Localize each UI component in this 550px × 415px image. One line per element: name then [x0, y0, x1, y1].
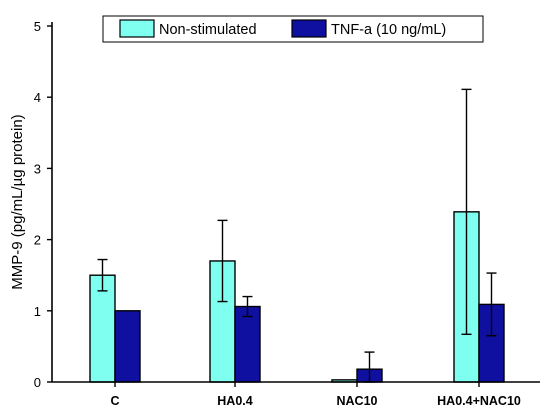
y-axis-title: MMP-9 (pg/mL/µg protein) — [9, 114, 26, 289]
axes-layer — [51, 22, 540, 383]
y-tick-label: 0 — [34, 375, 41, 390]
y-tick-label: 1 — [34, 304, 41, 319]
x-category-label: HA0.4+NAC10 — [437, 394, 521, 408]
legend: Non-stimulated TNF-a (10 ng/mL) — [102, 15, 484, 43]
bar-non-stimulated — [89, 274, 116, 383]
bar-tnf-a — [234, 305, 261, 383]
y-ticks-layer: 0 1 2 3 4 5 — [34, 19, 52, 390]
x-category-label: HA0.4 — [217, 394, 252, 408]
legend-label-non-stimulated: Non-stimulated — [159, 22, 257, 38]
y-tick-label: 3 — [34, 161, 41, 176]
bar-tnf-a — [114, 310, 141, 383]
y-tick-label: 2 — [34, 233, 41, 248]
x-categories-layer: C HA0.4 NAC10 HA0.4+NAC10 — [110, 382, 521, 408]
y-tick-label: 5 — [34, 19, 41, 34]
legend-swatch-tnf-a — [291, 19, 327, 38]
legend-label-tnf-a: TNF-a (10 ng/mL) — [331, 22, 446, 38]
bars-layer — [89, 211, 505, 383]
y-tick-label: 4 — [34, 90, 41, 105]
x-category-label: C — [110, 394, 119, 408]
legend-swatch-non-stimulated — [119, 19, 155, 38]
x-category-label: NAC10 — [337, 394, 378, 408]
error-bars-layer — [97, 88, 497, 383]
